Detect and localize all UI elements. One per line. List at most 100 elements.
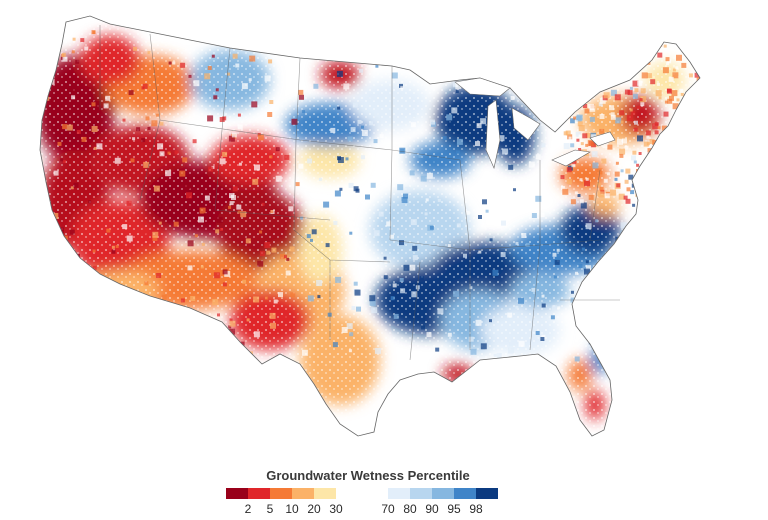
speckle-pixel (257, 134, 264, 141)
speckle-pixel (570, 100, 574, 104)
speckle-pixel (126, 200, 132, 206)
speckle-pixel (693, 103, 698, 108)
speckle-pixel (88, 200, 92, 204)
speckle-pixel (73, 182, 79, 188)
speckle-pixel (269, 155, 273, 159)
speckle-pixel (563, 49, 569, 55)
speckle-pixel (53, 281, 59, 287)
speckle-pixel (229, 320, 236, 327)
speckle-pixel (91, 102, 96, 107)
speckle-pixel (232, 53, 238, 59)
speckle-pixel (400, 86, 404, 90)
speckle-pixel (501, 220, 506, 226)
speckle-pixel (275, 175, 282, 182)
speckle-pixel (240, 341, 245, 346)
speckle-pixel (80, 38, 85, 43)
speckle-pixel (122, 224, 128, 230)
speckle-pixel (694, 72, 700, 78)
speckle-pixel (383, 256, 387, 260)
speckle-pixel (109, 95, 113, 99)
speckle-pixel (267, 112, 273, 117)
speckle-pixel (675, 178, 680, 183)
speckle-pixel (550, 315, 555, 320)
speckle-pixel (207, 66, 212, 70)
speckle-pixel (672, 72, 679, 79)
speckle-pixel (687, 129, 694, 136)
speckle-pixel (635, 57, 641, 63)
groundwater-map (39, 15, 701, 437)
speckle-pixel (66, 124, 73, 131)
speckle-pixel (652, 158, 659, 165)
speckle-pixel (618, 193, 625, 200)
speckle-pixel (330, 127, 336, 133)
speckle-pixel (343, 83, 350, 90)
speckle-pixel (585, 260, 589, 264)
speckle-pixel (636, 163, 640, 167)
speckle-pixel (222, 151, 228, 157)
speckle-pixel (577, 194, 581, 197)
speckle-pixel (565, 130, 571, 136)
speckle-pixel (604, 265, 609, 270)
speckle-pixel (447, 332, 452, 337)
speckle-pixel (592, 162, 599, 169)
speckle-pixel (453, 290, 460, 297)
speckle-pixel (610, 112, 615, 117)
speckle-pixel (574, 191, 578, 195)
speckle-pixel (393, 313, 399, 319)
speckle-pixel (71, 50, 75, 54)
speckle-pixel (317, 295, 321, 299)
speckle-pixel (375, 347, 381, 354)
speckle-pixel (597, 191, 604, 198)
speckle-pixel (383, 275, 388, 280)
speckle-pixel (248, 78, 252, 82)
speckle-pixel (104, 311, 111, 318)
speckle-pixel (325, 243, 330, 248)
speckle-pixel (215, 229, 220, 234)
speckle-pixel (629, 86, 633, 90)
speckle-pixel (253, 331, 260, 338)
speckle-pixel (690, 40, 694, 44)
legend-swatch-dry-4 (314, 488, 336, 499)
speckle-pixel (193, 80, 200, 87)
speckle-pixel (148, 347, 155, 354)
speckle-pixel (84, 46, 89, 51)
speckle-pixel (426, 332, 432, 338)
speckle-pixel (270, 322, 276, 329)
speckle-pixel (607, 69, 612, 73)
speckle-pixel (688, 40, 694, 45)
speckle-pixel (551, 305, 557, 311)
speckle-pixel (596, 44, 602, 50)
speckle-pixel (679, 88, 684, 93)
speckle-pixel (641, 47, 648, 54)
speckle-pixel (625, 198, 631, 204)
speckle-pixel (633, 160, 637, 164)
speckle-pixel (493, 353, 497, 357)
speckle-pixel (684, 147, 688, 151)
speckle-pixel (619, 110, 625, 116)
speckle-pixel (103, 103, 109, 109)
speckle-pixel (589, 116, 595, 122)
speckle-pixel (180, 62, 186, 68)
speckle-pixel (694, 98, 700, 105)
speckle-pixel (599, 128, 605, 134)
speckle-pixel (530, 188, 536, 194)
speckle-pixel (236, 204, 242, 210)
speckle-pixel (668, 76, 674, 82)
speckle-pixel (624, 41, 631, 48)
speckle-pixel (569, 50, 576, 57)
speckle-pixel (205, 333, 209, 337)
speckle-pixel (405, 186, 411, 192)
speckle-pixel (204, 195, 210, 201)
speckle-pixel (687, 198, 691, 202)
speckle-pixel (53, 170, 59, 176)
legend-swatch-dry-3 (292, 488, 314, 499)
speckle-pixel (397, 184, 404, 191)
speckle-pixel (132, 137, 136, 141)
speckle-pixel (610, 89, 617, 96)
speckle-pixel (698, 129, 700, 135)
speckle-pixel (250, 351, 253, 355)
speckle-pixel (285, 270, 291, 276)
speckle-pixel (480, 118, 487, 125)
speckle-pixel (370, 182, 376, 188)
speckle-pixel (463, 253, 467, 258)
